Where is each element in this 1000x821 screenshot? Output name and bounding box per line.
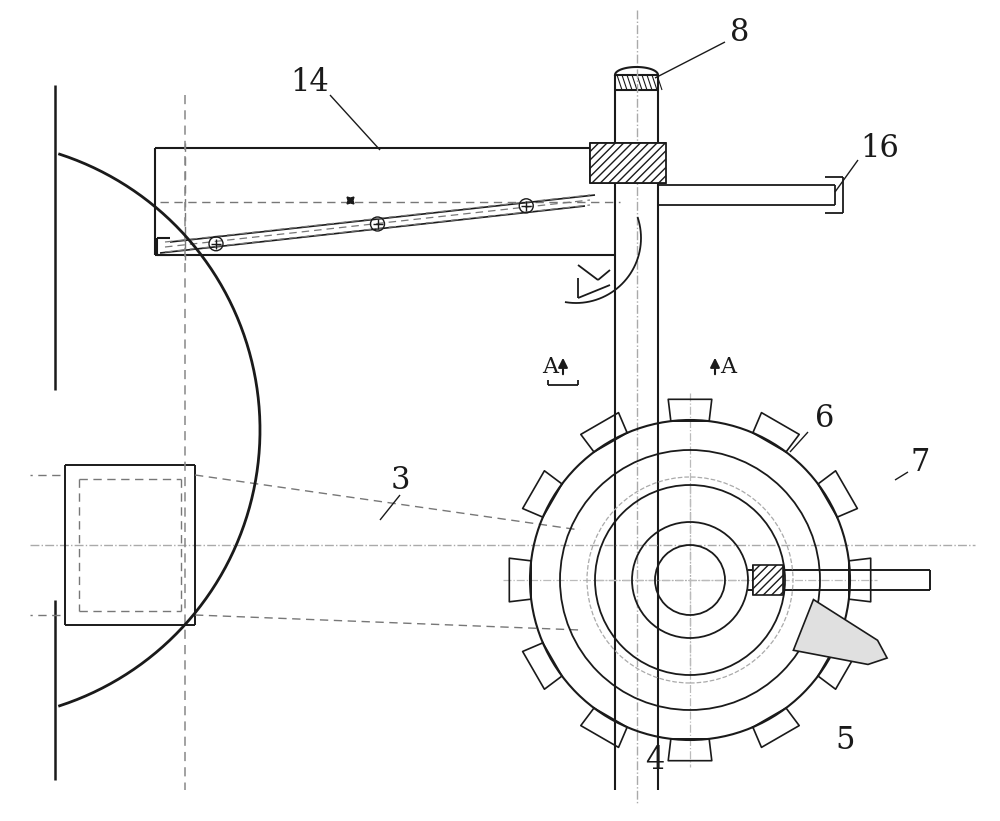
Text: 6: 6 (815, 402, 835, 433)
Text: A: A (720, 356, 736, 378)
Text: 8: 8 (730, 16, 750, 48)
Text: 14: 14 (291, 67, 329, 98)
Text: 16: 16 (861, 132, 899, 163)
Bar (753, 565, 783, 595)
Text: 4: 4 (645, 745, 665, 776)
Text: 7: 7 (910, 447, 930, 478)
Text: 5: 5 (835, 724, 855, 755)
Polygon shape (793, 599, 887, 664)
Text: A: A (542, 356, 558, 378)
Bar (590, 143, 666, 183)
Text: 3: 3 (390, 465, 410, 496)
